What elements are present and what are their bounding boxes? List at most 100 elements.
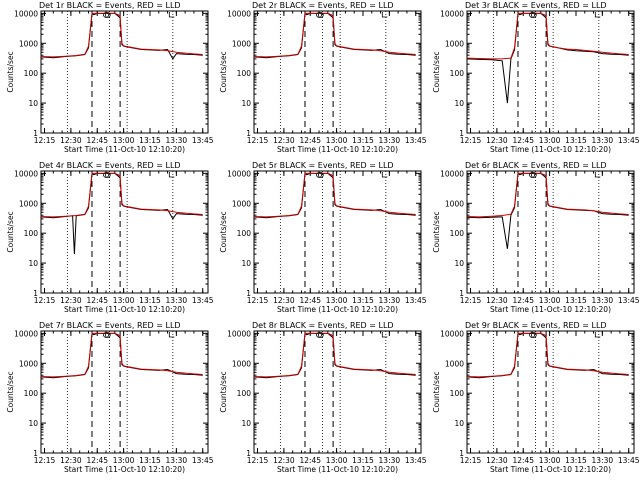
lld-series-line	[466, 172, 629, 218]
x-tick-label: 12:30	[60, 296, 82, 305]
y-tick-label: 1000	[19, 39, 38, 48]
corner-marker	[168, 332, 175, 338]
plot-frame	[40, 330, 209, 454]
x-tick-label: 13:15	[565, 136, 587, 145]
lld-series-line	[40, 12, 203, 58]
chart-panel-1: Det 1r BLACK = Events, RED = LLD 1 10 100 10…	[6, 1, 214, 154]
chart-panel-2: Det 2r BLACK = Events, RED = LLD 1 10 100 10…	[219, 1, 427, 154]
corner-marker	[168, 12, 175, 18]
peak-marker	[316, 332, 322, 338]
x-tick-label: 13:30	[166, 296, 188, 305]
y-tick-label: 10000	[14, 169, 38, 178]
plot-frame	[40, 10, 209, 134]
x-tick-label: 12:15	[460, 136, 482, 145]
x-tick-label: 12:45	[512, 456, 534, 465]
x-axis-label: Start Time (11-Oct-10 12:10:20)	[277, 305, 398, 314]
x-tick-label: 13:45	[618, 296, 640, 305]
y-tick-label: 10	[454, 99, 464, 108]
x-tick-label: 12:15	[34, 136, 56, 145]
y-axis-label: Counts/sec	[6, 371, 15, 412]
lld-series-line	[253, 12, 416, 58]
peak-marker	[317, 332, 324, 338]
corner-marker	[381, 332, 388, 338]
lld-series-line	[253, 332, 416, 378]
peak-marker	[530, 332, 537, 338]
x-tick-label: 13:30	[592, 456, 614, 465]
y-tick-label: 100	[237, 389, 252, 398]
x-tick-label: 12:15	[247, 296, 269, 305]
y-tick-label: 100	[450, 389, 465, 398]
y-tick-label: 100	[450, 229, 465, 238]
x-tick-label: 12:30	[273, 456, 295, 465]
peak-marker	[316, 12, 322, 18]
chart-title: Det 1r BLACK = Events, RED = LLD	[39, 1, 181, 10]
plot-frame	[253, 170, 422, 294]
x-tick-label: 13:00	[326, 296, 348, 305]
chart-title: Det 8r BLACK = Events, RED = LLD	[252, 321, 394, 330]
y-tick-label: 1	[33, 289, 38, 298]
corner-marker	[594, 332, 601, 338]
peak-marker	[529, 12, 535, 18]
x-tick-label: 12:45	[512, 296, 534, 305]
chart-title: Det 5r BLACK = Events, RED = LLD	[252, 161, 394, 170]
peak-marker	[317, 172, 324, 178]
peak-marker	[103, 172, 109, 178]
corner-marker	[594, 172, 601, 178]
y-axis-label: Counts/sec	[219, 51, 228, 92]
y-tick-label: 10	[454, 419, 464, 428]
chart-panel-9: Det 9r BLACK = Events, RED = LLD 1 10 100 10…	[432, 321, 640, 474]
plot-frame	[466, 10, 635, 134]
x-tick-label: 13:15	[139, 136, 161, 145]
y-tick-label: 10000	[227, 9, 251, 18]
y-tick-label: 1000	[232, 199, 251, 208]
y-tick-label: 1000	[19, 199, 38, 208]
x-tick-label: 12:45	[299, 296, 321, 305]
x-tick-label: 13:15	[139, 456, 161, 465]
y-tick-label: 1000	[19, 359, 38, 368]
chart-title: Det 6r BLACK = Events, RED = LLD	[465, 161, 607, 170]
y-tick-label: 10	[454, 259, 464, 268]
y-tick-label: 10000	[440, 169, 464, 178]
x-tick-label: 13:15	[352, 296, 374, 305]
y-axis-label: Counts/sec	[6, 211, 15, 252]
x-tick-label: 13:45	[618, 456, 640, 465]
chart-title: Det 9r BLACK = Events, RED = LLD	[465, 321, 607, 330]
y-tick-label: 10	[28, 259, 38, 268]
x-tick-label: 12:30	[486, 136, 508, 145]
x-tick-label: 13:30	[379, 136, 401, 145]
x-axis-label: Start Time (11-Oct-10 12:10:20)	[490, 145, 611, 154]
corner-marker	[594, 12, 601, 18]
y-tick-label: 10000	[14, 9, 38, 18]
chart-panel-5: Det 5r BLACK = Events, RED = LLD 1 10 100 10…	[219, 161, 427, 314]
x-tick-label: 12:45	[299, 136, 321, 145]
lld-series-line	[40, 332, 203, 378]
y-tick-label: 1	[246, 449, 251, 458]
x-tick-label: 13:30	[166, 456, 188, 465]
chart-title: Det 3r BLACK = Events, RED = LLD	[465, 1, 607, 10]
x-tick-label: 13:45	[405, 136, 427, 145]
peak-marker	[316, 172, 322, 178]
x-tick-label: 13:30	[592, 296, 614, 305]
peak-marker	[317, 12, 324, 18]
x-tick-label: 13:00	[113, 136, 135, 145]
chart-panel-3: Det 3r BLACK = Events, RED = LLD 1 10 100 10…	[432, 1, 640, 154]
x-tick-label: 13:30	[379, 456, 401, 465]
y-tick-label: 1	[33, 129, 38, 138]
x-tick-label: 12:15	[247, 456, 269, 465]
x-tick-label: 13:15	[352, 136, 374, 145]
x-tick-label: 13:15	[352, 456, 374, 465]
plot-frame	[40, 170, 209, 294]
y-axis-label: Counts/sec	[432, 371, 441, 412]
x-axis-label: Start Time (11-Oct-10 12:10:20)	[64, 305, 185, 314]
chart-panel-4: Det 4r BLACK = Events, RED = LLD 1 10 100 10…	[6, 161, 214, 314]
x-tick-label: 12:45	[86, 296, 108, 305]
y-tick-label: 1	[459, 449, 464, 458]
x-tick-label: 12:15	[34, 296, 56, 305]
y-tick-label: 1	[459, 289, 464, 298]
x-tick-label: 13:45	[405, 296, 427, 305]
y-tick-label: 10	[28, 99, 38, 108]
y-tick-label: 10	[241, 259, 251, 268]
x-tick-label: 13:45	[618, 136, 640, 145]
x-axis-label: Start Time (11-Oct-10 12:10:20)	[490, 465, 611, 474]
